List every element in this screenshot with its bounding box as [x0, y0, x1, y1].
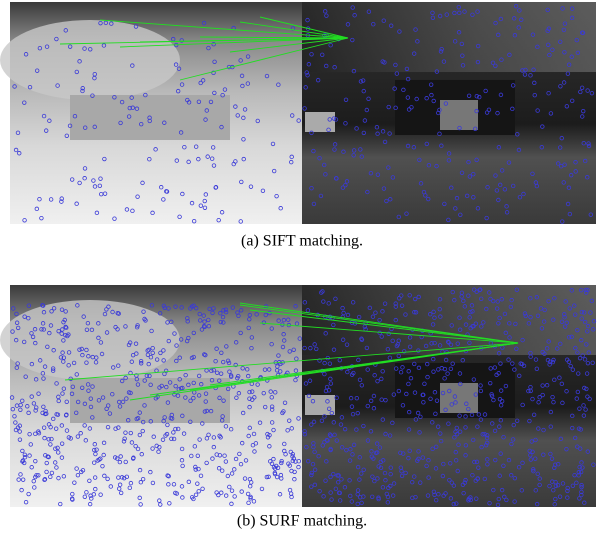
trees — [0, 300, 180, 380]
trees — [0, 20, 180, 100]
panel-surf — [0, 285, 596, 507]
car — [440, 100, 478, 130]
figure: (a) SIFT matching. (b) SURF matching. — [0, 0, 605, 538]
caption: (a) SIFT matching. — [241, 233, 363, 250]
car — [440, 383, 478, 413]
page: (a) SIFT matching. (b) SURF matching. ((… — [0, 0, 605, 538]
caption: (b) SURF matching. — [237, 513, 367, 530]
panel-sift — [0, 2, 596, 224]
sky — [302, 2, 596, 72]
